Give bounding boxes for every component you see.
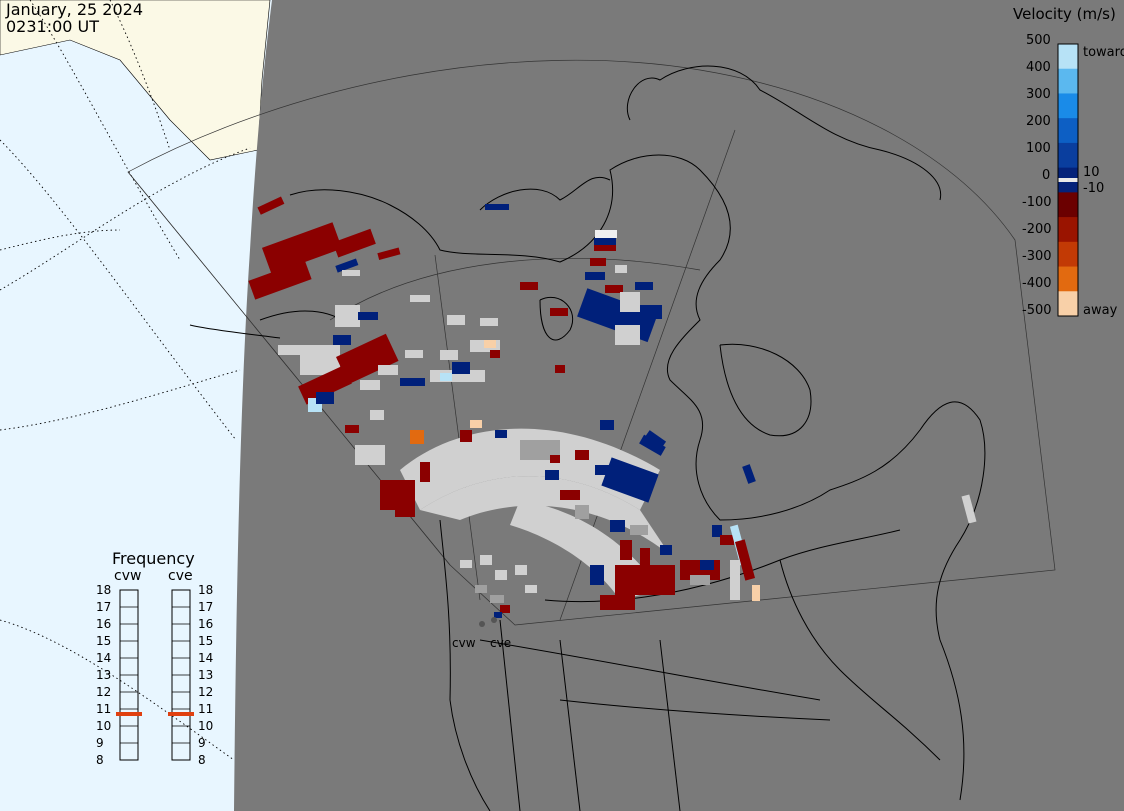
- frequency-label: 10: [198, 719, 214, 733]
- radar-name-cvw: cvw: [114, 568, 142, 584]
- night-terminator-region: [234, 0, 1124, 811]
- velocity-tick-label: 0: [1042, 168, 1051, 183]
- velocity-color-band: [1058, 142, 1078, 169]
- frequency-label: 11: [198, 702, 214, 716]
- frequency-indicator-cvw: [116, 712, 142, 716]
- date-label: January, 25 2024: [6, 0, 143, 19]
- velocity-tick-label: 300: [1026, 87, 1051, 102]
- lat-lon-grid: [0, 0, 251, 761]
- velocity-color-band: [1058, 241, 1078, 268]
- velocity-tick-label: -200: [1022, 222, 1052, 237]
- frequency-label: 9: [198, 736, 206, 750]
- velocity-color-band: [1058, 68, 1078, 94]
- frequency-label: 10: [96, 719, 112, 733]
- frequency-label: 9: [96, 736, 104, 750]
- velocity-color-band: [1058, 93, 1078, 119]
- frequency-label: 17: [198, 600, 214, 614]
- radar-site-cvw: [479, 621, 485, 627]
- velocity-color-band: [1058, 44, 1078, 70]
- frequency-label: 12: [198, 685, 214, 699]
- alaska-landmass: [0, 0, 271, 161]
- velocity-bar-frame: [1057, 43, 1079, 317]
- frequency-label: 11: [96, 702, 112, 716]
- velocity-color-bar: [1057, 43, 1079, 317]
- frequency-label: 16: [96, 617, 112, 631]
- velocity-tick-label: -300: [1022, 249, 1052, 264]
- velocity-inner-label: 10: [1083, 165, 1100, 180]
- velocity-zero-band: [1058, 178, 1078, 182]
- velocity-tick-label: 200: [1026, 114, 1051, 129]
- velocity-tick-label: 400: [1026, 60, 1051, 75]
- velocity-color-band: [1058, 291, 1078, 317]
- frequency-label: 8: [198, 753, 206, 767]
- velocity-cells: [248, 196, 977, 618]
- away-label: away: [1083, 303, 1118, 318]
- frequency-label: 15: [198, 634, 214, 648]
- velocity-color-band: [1058, 266, 1078, 292]
- velocity-color-band: [1058, 192, 1078, 218]
- radar-name-cve: cve: [168, 568, 193, 584]
- velocity-inner-label: -10: [1083, 181, 1105, 196]
- frequency-label: 12: [96, 685, 112, 699]
- frequency-title: Frequency: [112, 549, 195, 568]
- frequency-label: 17: [96, 600, 112, 614]
- velocity-tick-label: -400: [1022, 276, 1052, 291]
- frequency-label: 18: [96, 583, 112, 597]
- toward-label: toward: [1083, 45, 1124, 60]
- radar-site-label-cve: cve: [490, 636, 512, 650]
- velocity-tick-label: 100: [1026, 141, 1051, 156]
- frequency-label: 15: [96, 634, 112, 648]
- velocity-tick-label: -500: [1022, 303, 1052, 318]
- velocity-color-band: [1058, 118, 1078, 144]
- radar-site-cve: [491, 617, 497, 623]
- time-label: 0231:00 UT: [6, 17, 100, 36]
- frequency-label: 13: [96, 668, 112, 682]
- frequency-label: 14: [96, 651, 112, 665]
- frequency-indicator-cve: [168, 712, 194, 716]
- velocity-tick-label: 500: [1026, 33, 1051, 48]
- frequency-label: 16: [198, 617, 214, 631]
- frequency-label: 18: [198, 583, 214, 597]
- velocity-tick-label: -100: [1022, 195, 1052, 210]
- velocity-scale-title: Velocity (m/s): [1013, 5, 1116, 23]
- radar-site-label-cvw: cvw: [452, 636, 476, 650]
- velocity-color-band: [1058, 217, 1078, 243]
- frequency-label: 8: [96, 753, 104, 767]
- frequency-label: 13: [198, 668, 214, 682]
- frequency-label: 14: [198, 651, 214, 665]
- coastlines: [189, 65, 986, 811]
